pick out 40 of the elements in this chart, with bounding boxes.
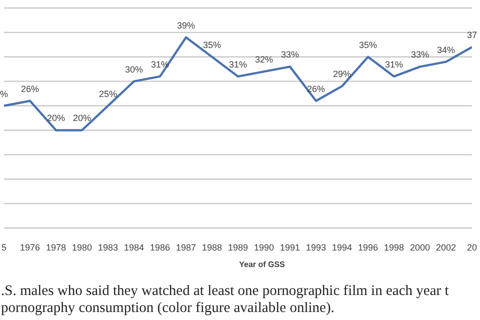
data-label: 33% [280,50,300,60]
data-label: 20% [72,113,92,124]
x-tick-label: 1976 [20,242,40,252]
data-label: 20% [46,113,66,124]
x-tick-label: 1990 [254,242,274,252]
data-label: 39% [176,20,196,30]
x-tick-label: 1991 [280,242,300,252]
x-tick-label: 5 [1,242,7,252]
x-tick-label: 2000 [410,242,430,252]
x-tick-label: 1998 [384,242,404,252]
text: .S. males who said they watched at least one pornographic film in each year t [1,283,449,300]
data-label: 31% [228,59,248,70]
data-label: 37 [466,30,478,40]
x-tick-label: 1986 [150,242,170,252]
data-label: 30% [124,64,144,74]
x-tick-label: 1984 [124,242,144,252]
x-tick-label: 1987 [176,242,196,252]
x-tick-label: 1983 [98,242,118,252]
x-tick-label: 1980 [72,242,92,252]
data-label: 29% [332,69,352,80]
data-label: 26% [20,84,40,94]
data-label: % [0,88,8,99]
text: pornography consumption (color figure available online). [1,300,334,317]
x-tick-label: 20 [466,242,478,252]
x-tick-label: 1994 [332,242,352,252]
data-label: 35% [358,40,378,50]
x-tick-label: 1996 [358,242,378,252]
x-tick-label: 1978 [46,242,66,252]
x-tick-label: 1989 [228,242,248,252]
data-label: 33% [410,50,430,60]
x-tick-label: 2002 [436,242,456,252]
data-label: 35% [202,40,222,50]
data-label: 32% [254,54,274,65]
data-label: 34% [436,44,456,55]
x-tick-label: 1988 [202,242,222,252]
data-label: 31% [384,59,404,70]
x-tick-label: 1993 [306,242,326,252]
data-label: 25% [98,88,118,99]
data-label: 26% [306,84,326,94]
x-axis-title: Year of GSS [238,260,286,269]
